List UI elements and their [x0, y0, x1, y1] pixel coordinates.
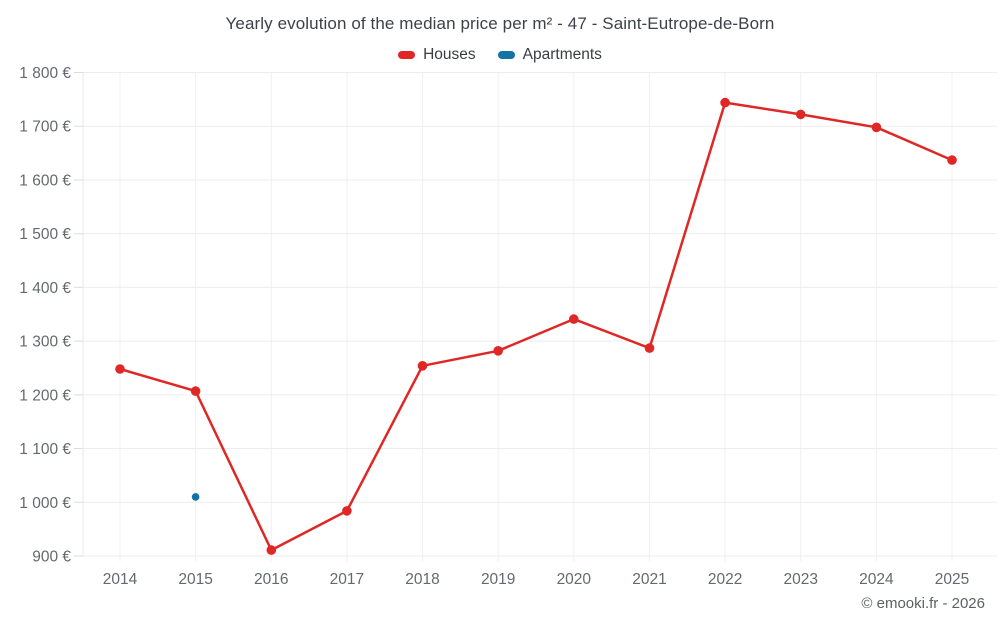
x-axis-label-2024: 2024: [859, 571, 894, 588]
x-axis-label-2020: 2020: [557, 571, 592, 588]
legend: Houses Apartments: [0, 46, 1000, 64]
data-point-apartments-2015[interactable]: [191, 493, 200, 501]
x-axis-label-2014: 2014: [103, 571, 138, 588]
legend-item-houses[interactable]: Houses: [398, 46, 476, 64]
x-axis-label-2015: 2015: [178, 571, 212, 588]
legend-item-apartments[interactable]: Apartments: [497, 46, 602, 64]
y-axis-label-900: 900 €: [32, 549, 71, 566]
data-point-houses-2019[interactable]: [493, 346, 504, 356]
y-axis-label-1500: 1 500 €: [19, 226, 71, 243]
x-axis-label-2016: 2016: [254, 571, 288, 588]
apartments-series-label: Apartments: [522, 46, 602, 63]
y-axis-label-1000: 1 000 €: [19, 495, 71, 512]
x-axis-label-2022: 2022: [708, 571, 742, 588]
apartments-series-swatch-icon: [497, 51, 515, 59]
y-axis-label-1700: 1 700 €: [19, 119, 71, 136]
houses-series-label: Houses: [423, 46, 476, 63]
data-point-houses-2016[interactable]: [266, 545, 277, 555]
x-axis-label-2019: 2019: [481, 571, 515, 588]
y-axis-label-1400: 1 400 €: [19, 280, 71, 297]
y-axis-label-1200: 1 200 €: [19, 387, 71, 404]
data-point-houses-2024[interactable]: [871, 122, 882, 133]
data-point-houses-2017[interactable]: [342, 506, 352, 516]
y-axis-label-1300: 1 300 €: [19, 334, 71, 351]
y-axis-label-1800: 1 800 €: [19, 65, 71, 82]
copyright-text: © emooki.fr - 2026: [861, 595, 985, 612]
data-point-houses-2023[interactable]: [795, 109, 806, 120]
data-point-houses-2021[interactable]: [644, 343, 655, 353]
houses-series-swatch-icon: [398, 51, 416, 59]
data-point-houses-2014[interactable]: [115, 364, 125, 374]
x-axis-label-2021: 2021: [632, 571, 666, 588]
data-point-houses-2018[interactable]: [417, 361, 428, 371]
x-axis-label-2017: 2017: [330, 571, 364, 588]
y-axis-label-1600: 1 600 €: [19, 172, 71, 189]
x-axis-label-2025: 2025: [935, 571, 969, 588]
data-point-houses-2025[interactable]: [947, 155, 957, 165]
data-point-houses-2015[interactable]: [190, 386, 201, 396]
x-axis-label-2023: 2023: [783, 571, 817, 588]
x-axis-label-2018: 2018: [405, 571, 439, 588]
series-line-houses: [118, 101, 954, 552]
chart-title: Yearly evolution of the median price per…: [225, 14, 775, 33]
data-point-houses-2022[interactable]: [720, 97, 730, 108]
y-axis-label-1100: 1 100 €: [19, 441, 71, 458]
data-point-houses-2020[interactable]: [569, 314, 579, 324]
